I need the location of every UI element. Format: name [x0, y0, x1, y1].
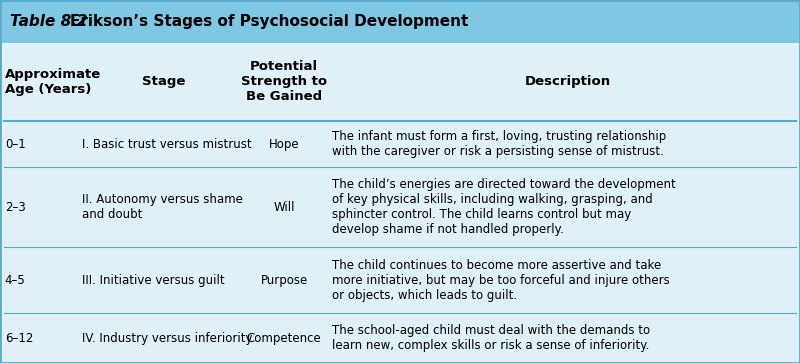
Text: Competence: Competence	[246, 331, 322, 344]
Text: I. Basic trust versus mistrust: I. Basic trust versus mistrust	[82, 138, 251, 151]
Text: Erikson’s Stages of Psychosocial Development: Erikson’s Stages of Psychosocial Develop…	[70, 14, 469, 29]
Text: The school-aged child must deal with the demands to
learn new, complex skills or: The school-aged child must deal with the…	[332, 324, 650, 352]
Text: Stage: Stage	[142, 76, 186, 88]
Text: Description: Description	[525, 76, 611, 88]
Text: The infant must form a first, loving, trusting relationship
with the caregiver o: The infant must form a first, loving, tr…	[332, 130, 666, 158]
FancyBboxPatch shape	[0, 43, 800, 363]
Text: III. Initiative versus guilt: III. Initiative versus guilt	[82, 274, 224, 287]
FancyBboxPatch shape	[0, 0, 800, 43]
Text: Approximate
Age (Years): Approximate Age (Years)	[5, 68, 101, 96]
Text: II. Autonomy versus shame
and doubt: II. Autonomy versus shame and doubt	[82, 193, 242, 221]
Text: 2–3: 2–3	[5, 201, 26, 214]
Text: 0–1: 0–1	[5, 138, 26, 151]
Text: Purpose: Purpose	[260, 274, 308, 287]
Text: The child’s energies are directed toward the development
of key physical skills,: The child’s energies are directed toward…	[332, 178, 676, 236]
Text: 4–5: 4–5	[5, 274, 26, 287]
Text: Hope: Hope	[269, 138, 299, 151]
Text: Table 8.2: Table 8.2	[10, 14, 88, 29]
Text: 6–12: 6–12	[5, 331, 33, 344]
Text: The child continues to become more assertive and take
more initiative, but may b: The child continues to become more asser…	[332, 258, 670, 302]
Text: Will: Will	[274, 201, 294, 214]
Text: IV. Industry versus inferiority: IV. Industry versus inferiority	[82, 331, 252, 344]
Text: Potential
Strength to
Be Gained: Potential Strength to Be Gained	[241, 60, 327, 103]
